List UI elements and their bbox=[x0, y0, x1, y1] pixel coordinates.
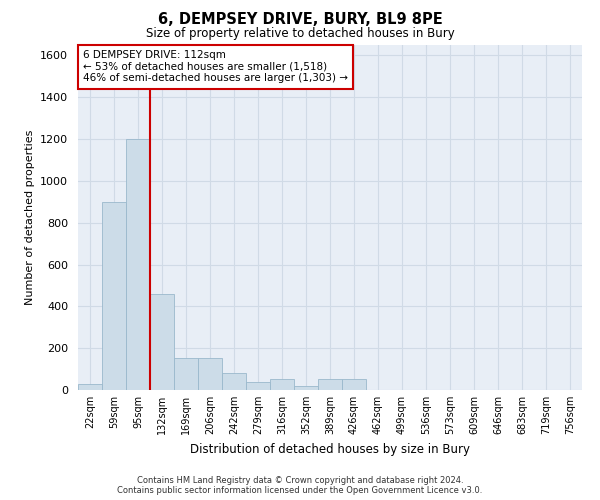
Bar bbox=[342, 378, 366, 390]
Bar bbox=[270, 378, 294, 390]
Bar bbox=[126, 139, 150, 390]
X-axis label: Distribution of detached houses by size in Bury: Distribution of detached houses by size … bbox=[190, 442, 470, 456]
Bar bbox=[198, 358, 222, 390]
Bar bbox=[222, 374, 246, 390]
Bar bbox=[102, 202, 126, 390]
Bar bbox=[78, 384, 102, 390]
Y-axis label: Number of detached properties: Number of detached properties bbox=[25, 130, 35, 305]
Text: 6 DEMPSEY DRIVE: 112sqm
← 53% of detached houses are smaller (1,518)
46% of semi: 6 DEMPSEY DRIVE: 112sqm ← 53% of detache… bbox=[83, 50, 348, 84]
Text: Size of property relative to detached houses in Bury: Size of property relative to detached ho… bbox=[146, 28, 454, 40]
Bar bbox=[246, 382, 270, 390]
Text: Contains HM Land Registry data © Crown copyright and database right 2024.
Contai: Contains HM Land Registry data © Crown c… bbox=[118, 476, 482, 495]
Bar bbox=[150, 294, 174, 390]
Bar bbox=[174, 358, 198, 390]
Bar bbox=[318, 378, 342, 390]
Text: 6, DEMPSEY DRIVE, BURY, BL9 8PE: 6, DEMPSEY DRIVE, BURY, BL9 8PE bbox=[158, 12, 442, 28]
Bar bbox=[294, 386, 318, 390]
